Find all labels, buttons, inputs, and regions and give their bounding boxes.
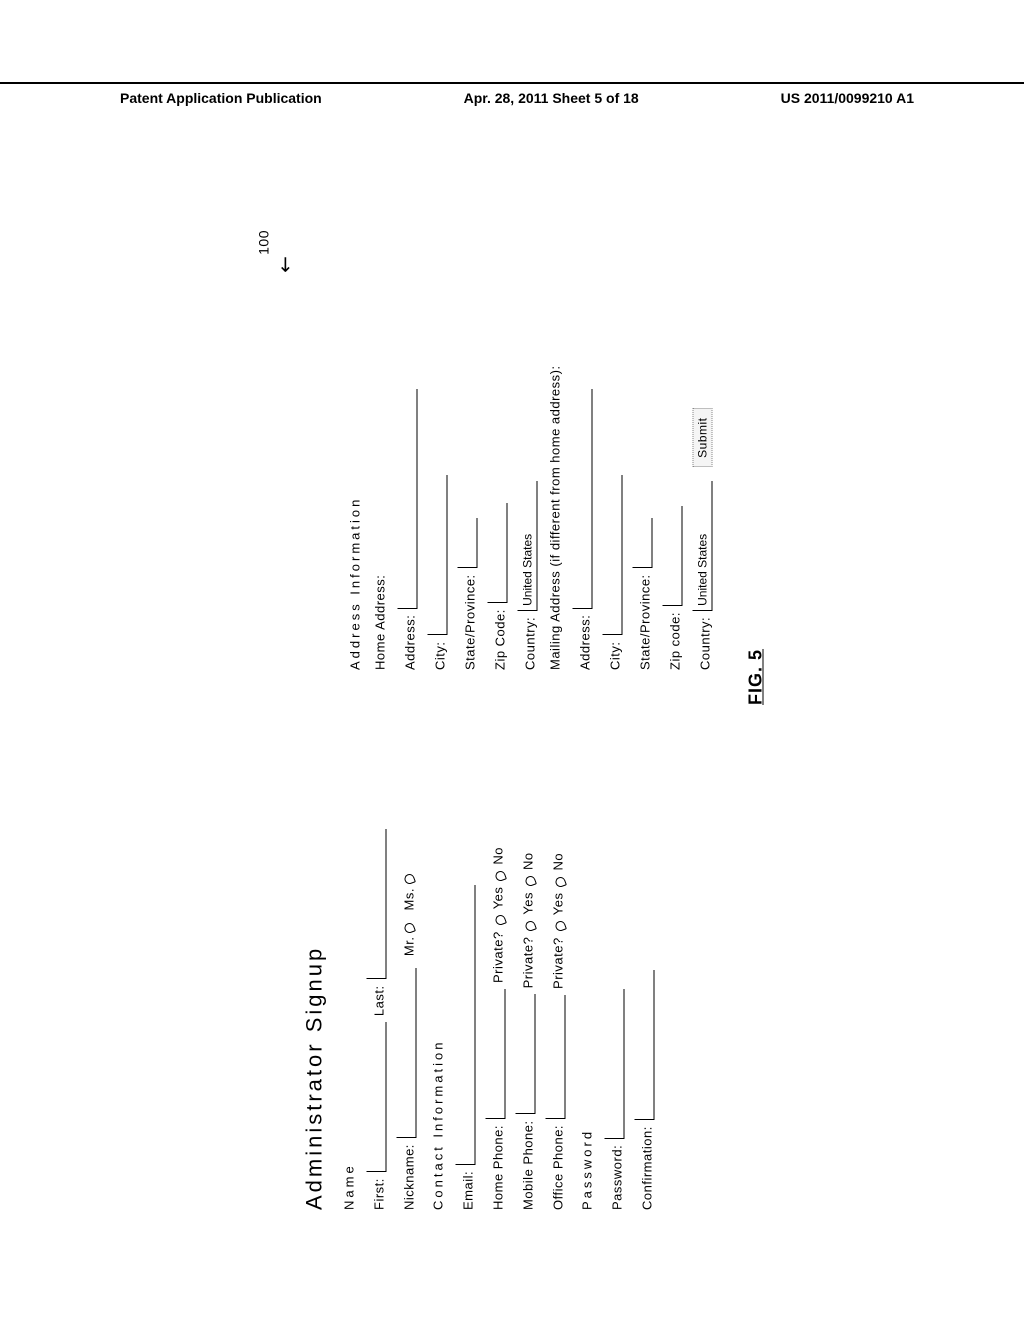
section-password: Password bbox=[580, 730, 595, 1210]
row-city1: City: bbox=[428, 190, 448, 670]
row-password: Password: bbox=[605, 730, 625, 1210]
row-address1: Address: bbox=[398, 190, 418, 670]
row-state2: State/Province: bbox=[633, 190, 653, 670]
radio-ms[interactable] bbox=[403, 873, 416, 886]
label-mobile-yes: Yes bbox=[521, 892, 536, 915]
row-country1: Country: bbox=[518, 190, 538, 670]
section-address: Address Information bbox=[348, 190, 363, 670]
label-password: Password: bbox=[610, 1145, 625, 1210]
radio-mr[interactable] bbox=[403, 921, 416, 934]
input-password[interactable] bbox=[605, 989, 625, 1139]
label-private-mobile: Private? bbox=[521, 937, 536, 989]
label-city1: City: bbox=[433, 642, 448, 671]
input-address2[interactable] bbox=[573, 389, 593, 609]
label-email: Email: bbox=[461, 1171, 476, 1210]
label-mobile-phone: Mobile Phone: bbox=[521, 1120, 536, 1210]
label-office-no: No bbox=[551, 853, 566, 871]
label-nickname: Nickname: bbox=[402, 1144, 417, 1210]
section-name: Name bbox=[342, 730, 357, 1210]
label-mobile-no: No bbox=[521, 852, 536, 870]
row-confirmation: Confirmation: bbox=[635, 730, 655, 1210]
label-state2: State/Province: bbox=[638, 574, 653, 670]
label-city2: City: bbox=[608, 642, 623, 671]
radio-ms-group: Ms. bbox=[402, 874, 417, 910]
label-home-no: No bbox=[491, 847, 506, 865]
radio-mobile-yes[interactable] bbox=[524, 919, 537, 932]
label-mailing: Mailing Address (if different from home … bbox=[548, 365, 563, 670]
input-zip2[interactable] bbox=[663, 506, 683, 606]
input-city2[interactable] bbox=[603, 476, 623, 636]
label-mr: Mr. bbox=[402, 937, 417, 957]
row-mailing-heading: Mailing Address (if different from home … bbox=[548, 190, 563, 670]
radio-office-yes[interactable] bbox=[554, 920, 567, 933]
input-country1[interactable] bbox=[518, 481, 538, 611]
label-office-yes: Yes bbox=[551, 893, 566, 916]
row-mobile-phone: Mobile Phone: Private? Yes No bbox=[516, 730, 536, 1210]
label-address2: Address: bbox=[578, 615, 593, 670]
form-left-column: Administrator Signup Name First: Last: N… bbox=[302, 730, 723, 1210]
label-private-office: Private? bbox=[551, 937, 566, 989]
page-header-row: Patent Application Publication Apr. 28, … bbox=[0, 90, 1024, 106]
row-state1: State/Province: bbox=[458, 190, 478, 670]
row-country2: Country: Submit bbox=[693, 190, 713, 670]
label-zip2: Zip code: bbox=[668, 612, 683, 670]
input-mobile-phone[interactable] bbox=[516, 994, 536, 1114]
label-confirmation: Confirmation: bbox=[640, 1126, 655, 1210]
row-zip2: Zip code: bbox=[663, 190, 683, 670]
input-nickname[interactable] bbox=[397, 968, 417, 1138]
page-title: Administrator Signup bbox=[302, 730, 328, 1210]
row-zip1: Zip Code: bbox=[488, 190, 508, 670]
input-email[interactable] bbox=[456, 885, 476, 1165]
label-private-home: Private? bbox=[491, 931, 506, 983]
label-office-phone: Office Phone: bbox=[551, 1125, 566, 1210]
figure-caption: FIG. 5 bbox=[746, 649, 767, 705]
radio-home-yes[interactable] bbox=[494, 914, 507, 927]
input-city1[interactable] bbox=[428, 476, 448, 636]
input-home-phone[interactable] bbox=[486, 989, 506, 1119]
radio-office-no[interactable] bbox=[554, 875, 567, 888]
header-center: Apr. 28, 2011 Sheet 5 of 18 bbox=[464, 90, 639, 106]
label-address1: Address: bbox=[403, 615, 418, 670]
input-last[interactable] bbox=[367, 829, 387, 979]
input-first[interactable] bbox=[367, 1022, 387, 1172]
input-confirmation[interactable] bbox=[635, 970, 655, 1120]
submit-button[interactable]: Submit bbox=[693, 409, 713, 467]
label-zip1: Zip Code: bbox=[493, 609, 508, 670]
radio-mobile-no[interactable] bbox=[524, 875, 537, 888]
row-address2: Address: bbox=[573, 190, 593, 670]
input-state1[interactable] bbox=[458, 518, 478, 568]
row-email: Email: bbox=[456, 730, 476, 1210]
row-home-phone: Home Phone: Private? Yes No bbox=[486, 730, 506, 1210]
label-first: First: bbox=[372, 1178, 387, 1210]
label-home-address: Home Address: bbox=[373, 575, 388, 670]
label-last: Last: bbox=[372, 985, 387, 1016]
label-country1: Country: bbox=[523, 617, 538, 670]
page-header: Patent Application Publication Apr. 28, … bbox=[0, 82, 1024, 106]
input-state2[interactable] bbox=[633, 518, 653, 568]
radio-home-no[interactable] bbox=[494, 869, 507, 882]
section-contact: Contact Information bbox=[431, 730, 446, 1210]
row-city2: City: bbox=[603, 190, 623, 670]
form-right-column: 100 ↙ Address Information Home Address: … bbox=[302, 190, 723, 670]
label-ms: Ms. bbox=[402, 888, 417, 910]
header-left: Patent Application Publication bbox=[120, 90, 322, 106]
label-country2: Country: bbox=[698, 617, 713, 670]
row-nickname: Nickname: Mr. Ms. bbox=[397, 730, 417, 1210]
row-name: First: Last: bbox=[367, 730, 387, 1210]
input-office-phone[interactable] bbox=[546, 995, 566, 1119]
header-right: US 2011/0099210 A1 bbox=[781, 90, 914, 106]
ref-arrow-icon: ↙ bbox=[270, 251, 297, 278]
label-home-yes: Yes bbox=[491, 887, 506, 910]
ref-number: 100 bbox=[256, 230, 272, 255]
figure-container: Administrator Signup Name First: Last: N… bbox=[302, 110, 723, 1210]
input-country2[interactable] bbox=[693, 481, 713, 611]
label-state1: State/Province: bbox=[463, 574, 478, 670]
input-zip1[interactable] bbox=[488, 503, 508, 603]
row-office-phone: Office Phone: Private? Yes No bbox=[546, 730, 566, 1210]
row-home-address-heading: Home Address: bbox=[373, 190, 388, 670]
label-home-phone: Home Phone: bbox=[491, 1125, 506, 1210]
input-address1[interactable] bbox=[398, 389, 418, 609]
signup-form: Administrator Signup Name First: Last: N… bbox=[302, 110, 723, 1210]
radio-mr-group: Mr. bbox=[402, 923, 417, 957]
